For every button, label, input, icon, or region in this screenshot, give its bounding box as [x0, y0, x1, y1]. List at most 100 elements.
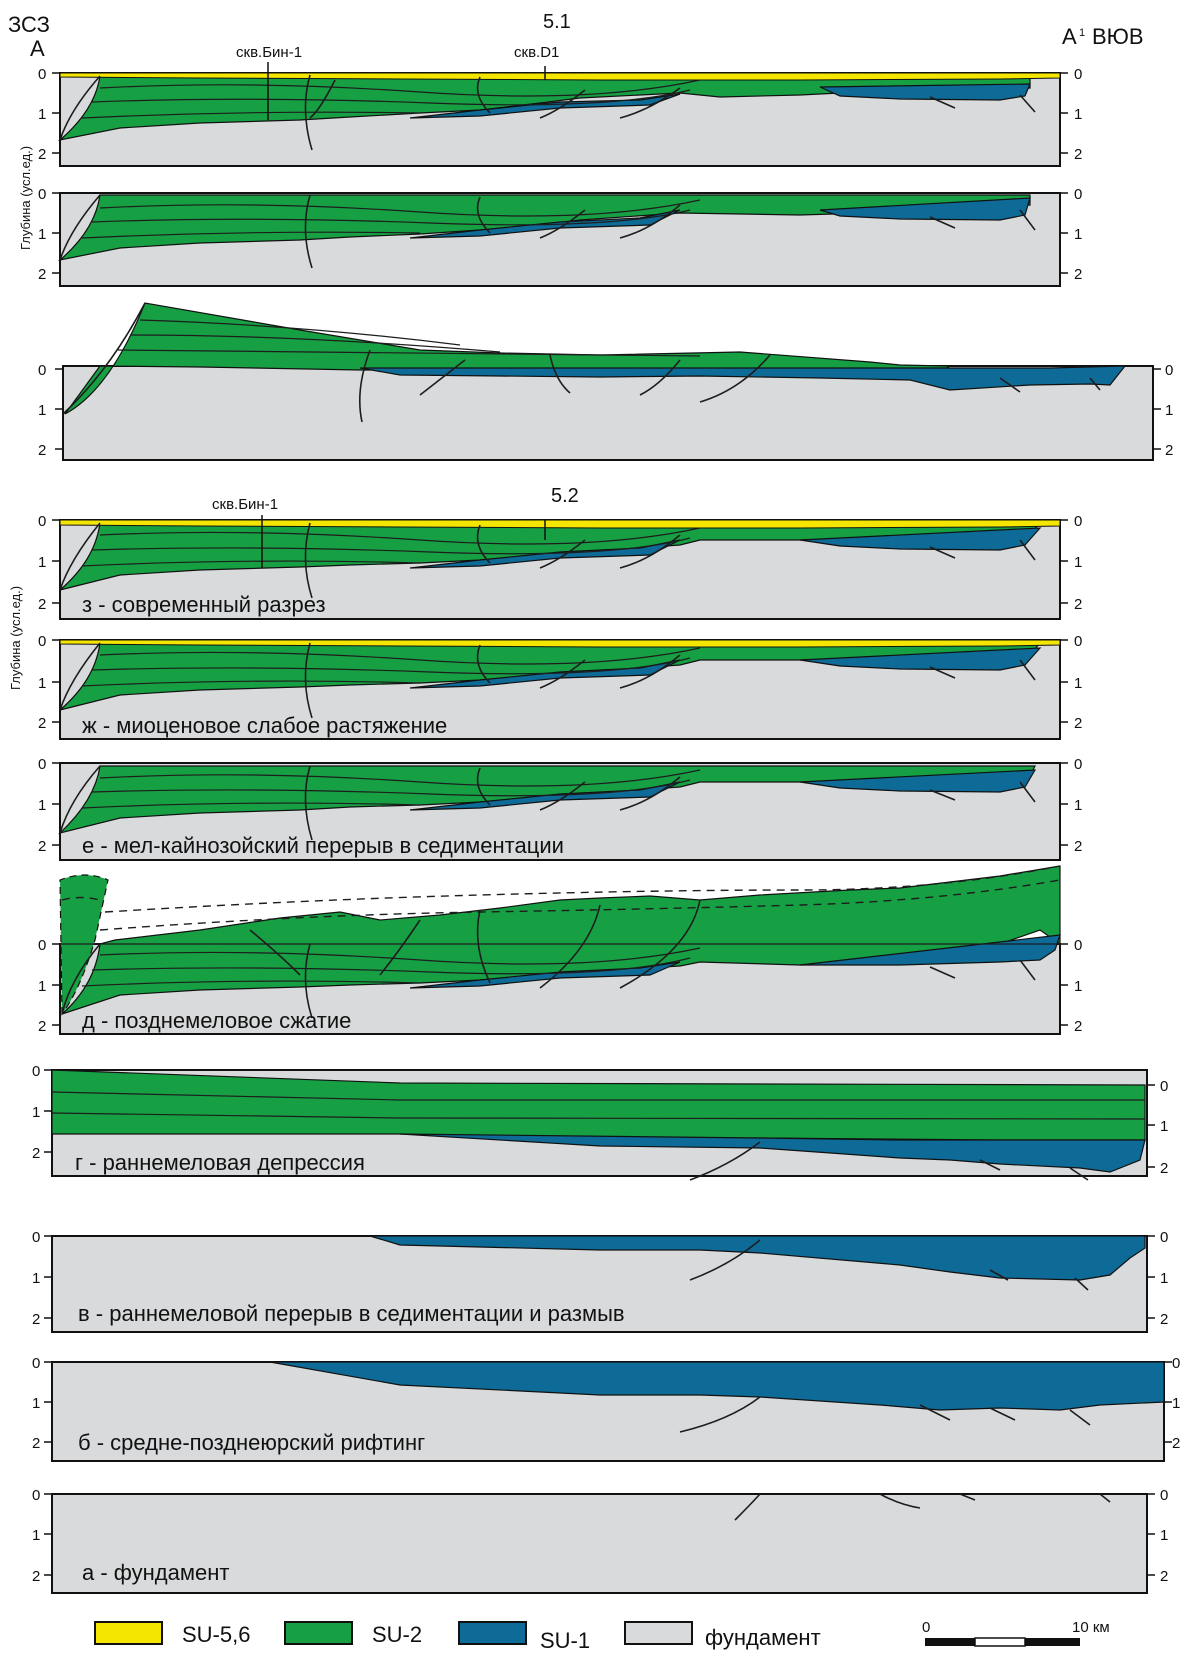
svg-text:0: 0	[32, 1355, 40, 1372]
panel-g: 0 1 2 0 1 2 г - раннемеловая депрессия	[32, 1063, 1168, 1181]
well-bin1-label-52: скв.Бин-1	[212, 496, 278, 513]
su1-layer	[799, 647, 1042, 671]
legend-label-basement: фундамент	[705, 1625, 821, 1650]
legend-swatch-su2	[284, 1621, 353, 1645]
svg-text:2: 2	[38, 596, 46, 613]
stage-d-label: д - позднемеловое сжатие	[82, 1008, 351, 1033]
legend-label-su1: SU-1	[540, 1628, 590, 1653]
svg-text:0: 0	[1165, 362, 1173, 379]
svg-text:0: 0	[38, 362, 46, 379]
svg-text:2: 2	[38, 838, 46, 855]
legend-swatch-su1	[458, 1621, 527, 1645]
svg-text:2: 2	[1074, 266, 1082, 283]
svg-text:0: 0	[32, 1063, 40, 1080]
su1-layer	[819, 83, 1031, 101]
svg-text:1: 1	[32, 1270, 40, 1287]
svg-text:0: 0	[1160, 1487, 1168, 1504]
svg-text:1: 1	[1160, 1118, 1168, 1135]
su2-layer	[57, 75, 1031, 142]
svg-text:1: 1	[32, 1527, 40, 1544]
scale-start-label: 0	[922, 1619, 930, 1636]
svg-text:2: 2	[38, 442, 46, 459]
svg-text:2: 2	[1160, 1160, 1168, 1177]
panel-51-stage2: 0 1 2 0 1 2	[38, 186, 1082, 287]
svg-text:2: 2	[1074, 146, 1082, 163]
su1-layer-west	[409, 93, 681, 119]
svg-text:1: 1	[38, 797, 46, 814]
svg-text:1: 1	[1074, 106, 1082, 123]
panel-51-present: 0 1 2 0 1 2	[38, 62, 1082, 167]
svg-text:2: 2	[1160, 1568, 1168, 1585]
section-52-title: 5.2	[551, 485, 579, 507]
svg-text:1: 1	[38, 554, 46, 571]
legend-label-su56: SU-5,6	[182, 1622, 250, 1647]
scale-segment-2	[974, 1637, 1026, 1647]
svg-text:0: 0	[1160, 1078, 1168, 1095]
su1-layer	[369, 1235, 1146, 1281]
svg-text:0: 0	[1074, 756, 1082, 773]
panel-v: 0 1 2 0 1 2 в - раннемеловой перерыв в с…	[32, 1229, 1168, 1333]
svg-text:1: 1	[38, 106, 46, 123]
east-direction-label: ВЮВ	[1092, 24, 1144, 49]
east-point-superscript: 1	[1079, 27, 1085, 39]
su1-layer-west	[409, 961, 681, 989]
panel-z: 0 1 2 0 1 2 з - современный разрез	[38, 513, 1082, 620]
legend-label-su2: SU-2	[372, 1622, 422, 1647]
stage-v-label: в - раннемеловой перерыв в седиментации …	[78, 1301, 625, 1326]
su1-layer	[359, 365, 1127, 391]
west-point-label: A	[30, 36, 45, 61]
svg-text:2: 2	[1165, 442, 1173, 459]
svg-text:2: 2	[32, 1435, 40, 1452]
legend-swatch-su56	[94, 1621, 163, 1645]
svg-text:0: 0	[1074, 186, 1082, 203]
svg-text:1: 1	[38, 675, 46, 692]
svg-text:2: 2	[38, 146, 46, 163]
su1-layer	[799, 527, 1042, 551]
svg-text:2: 2	[1172, 1435, 1180, 1452]
svg-text:1: 1	[38, 402, 46, 419]
west-direction-label: ЗСЗ	[8, 12, 50, 37]
svg-text:1: 1	[32, 1104, 40, 1121]
svg-text:2: 2	[1074, 715, 1082, 732]
svg-text:0: 0	[38, 66, 46, 83]
svg-text:2: 2	[38, 715, 46, 732]
su1-layer	[819, 197, 1031, 221]
su1-layer	[399, 1133, 1146, 1173]
svg-text:1: 1	[32, 1395, 40, 1412]
svg-text:1: 1	[1160, 1527, 1168, 1544]
panel-zh: 0 1 2 0 1 2 ж - миоценовое слабое растяж…	[38, 633, 1082, 740]
scale-end-label: 10 км	[1072, 1619, 1110, 1636]
su1-layer	[799, 934, 1061, 966]
su2-layer	[61, 865, 1061, 1015]
svg-text:2: 2	[1160, 1311, 1168, 1328]
stage-b-label: б - средне-позднеюрский рифтинг	[78, 1430, 425, 1455]
svg-text:0: 0	[38, 186, 46, 203]
svg-text:1: 1	[1172, 1395, 1180, 1412]
svg-text:2: 2	[32, 1145, 40, 1162]
svg-text:0: 0	[1074, 633, 1082, 650]
panel-e: 0 1 2 0 1 2 е - мел-кайнозойский перерыв…	[38, 756, 1082, 861]
stage-e-label: е - мел-кайнозойский перерыв в седимента…	[82, 833, 564, 858]
svg-text:1: 1	[38, 978, 46, 995]
legend: SU-5,6 SU-2 SU-1 фундамент	[94, 1621, 821, 1653]
svg-text:2: 2	[32, 1568, 40, 1585]
svg-text:1: 1	[1074, 675, 1082, 692]
svg-text:1: 1	[1165, 402, 1173, 419]
svg-text:2: 2	[1074, 838, 1082, 855]
svg-text:1: 1	[1074, 554, 1082, 571]
svg-text:0: 0	[1074, 513, 1082, 530]
well-d1-label: скв.D1	[514, 44, 559, 61]
su2-layer	[51, 1069, 1146, 1141]
svg-text:2: 2	[1074, 1018, 1082, 1035]
svg-text:0: 0	[38, 756, 46, 773]
svg-text:0: 0	[38, 633, 46, 650]
svg-text:1: 1	[1074, 797, 1082, 814]
svg-text:0: 0	[1160, 1229, 1168, 1246]
stage-z-label: з - современный разрез	[82, 592, 326, 617]
well-bin1-label-51: скв.Бин-1	[236, 44, 302, 61]
svg-text:1: 1	[38, 226, 46, 243]
section-51-title: 5.1	[543, 11, 571, 33]
scale-bar: 0 10 км	[922, 1619, 1110, 1647]
scale-segment-3	[1025, 1638, 1080, 1646]
